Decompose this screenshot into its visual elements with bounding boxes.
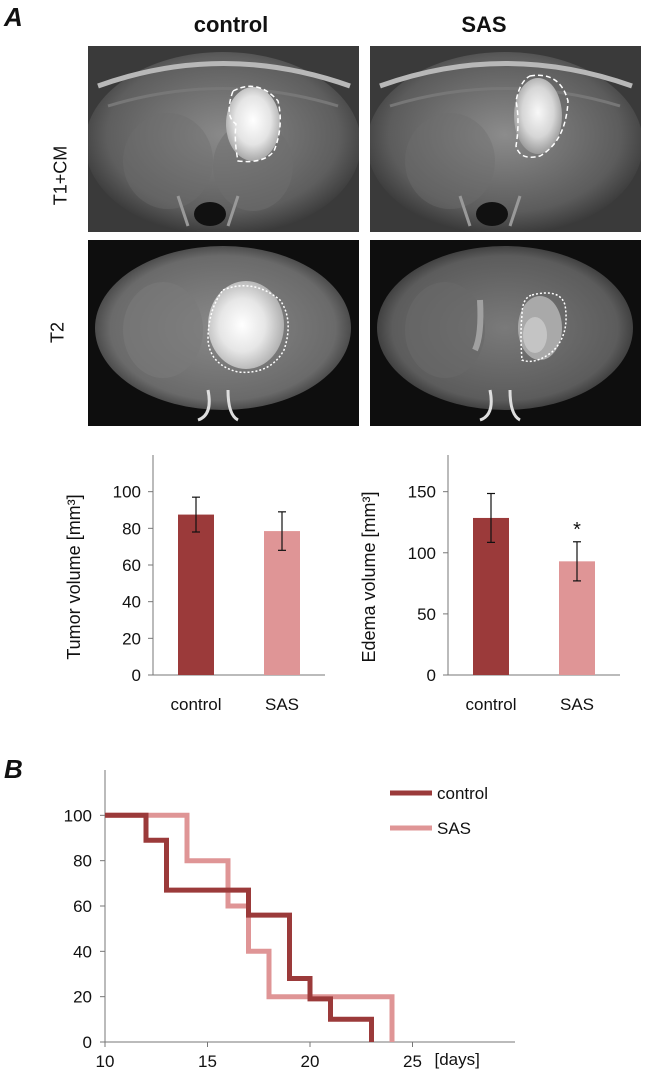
tumor-ytick-label: 20 — [122, 629, 141, 648]
row-label-t1cm: T1+CM — [50, 145, 71, 206]
edema-significance-marker: * — [573, 519, 581, 541]
survival-xtick-label: 25 — [403, 1052, 422, 1071]
edema-ytick-label: 150 — [408, 483, 436, 502]
tumor-ytick-label: 40 — [122, 593, 141, 612]
mri-t2-sas — [370, 240, 641, 426]
column-title-control: control — [193, 12, 269, 37]
survival-xtick-label: 10 — [96, 1052, 115, 1071]
edema-ytick-label: 100 — [408, 544, 436, 563]
legend-label-sas: SAS — [437, 819, 471, 838]
survival-ytick-label: 20 — [73, 988, 92, 1007]
survival-line-sas — [105, 812, 395, 1042]
legend-label-control: control — [437, 784, 488, 803]
survival-xtick-label: 20 — [301, 1052, 320, 1071]
survival-ytick-label: 60 — [73, 897, 92, 916]
tumor-ytick-label: 0 — [132, 666, 141, 685]
survival-ytick-label: 0 — [83, 1033, 92, 1052]
edema-ytick-label: 50 — [417, 605, 436, 624]
column-title-sas: SAS — [461, 12, 507, 37]
survival-xtick-label: 15 — [198, 1052, 217, 1071]
edema-category-label: control — [465, 695, 516, 714]
survival-ytick-label: 80 — [73, 852, 92, 871]
row-label-t2: T2 — [47, 322, 68, 344]
edema-ytick-label: 0 — [427, 666, 436, 685]
survival-x-unit: [days] — [435, 1050, 480, 1069]
edema-category-label: SAS — [560, 695, 594, 714]
tumor-ytick-label: 100 — [113, 483, 141, 502]
tumor-ylabel: Tumor volume [mm³] — [64, 494, 84, 659]
tumor-category-label: control — [170, 695, 221, 714]
edema-bar-control — [473, 517, 509, 675]
panel-a-label: A — [4, 2, 23, 32]
edema-ylabel: Edema volume [mm³] — [359, 491, 379, 662]
tumor-ytick-label: 80 — [122, 519, 141, 538]
survival-ytick-label: 100 — [64, 806, 92, 825]
tumor-ytick-label: 60 — [122, 556, 141, 575]
tumor-category-label: SAS — [265, 695, 299, 714]
edema-volume-chart: Edema volume [mm³] 0 50 100 150 control SAS * — [359, 455, 620, 714]
mri-t2-control — [88, 240, 359, 426]
panel-b-label: B — [4, 754, 23, 784]
tumor-volume-chart: Tumor volume [mm³] 0 20 40 60 80 100 control SA… — [64, 455, 325, 714]
mri-t1cm-sas — [370, 46, 641, 232]
survival-line-control — [105, 812, 374, 1042]
survival-ytick-label: 40 — [73, 942, 92, 961]
survival-chart: 0 20 40 60 80 100 10 15 20 25 [days] control SAS — [64, 770, 515, 1071]
tumor-bar-sas — [264, 531, 300, 675]
mri-t1cm-control — [88, 46, 359, 232]
tumor-bar-control — [178, 514, 214, 675]
